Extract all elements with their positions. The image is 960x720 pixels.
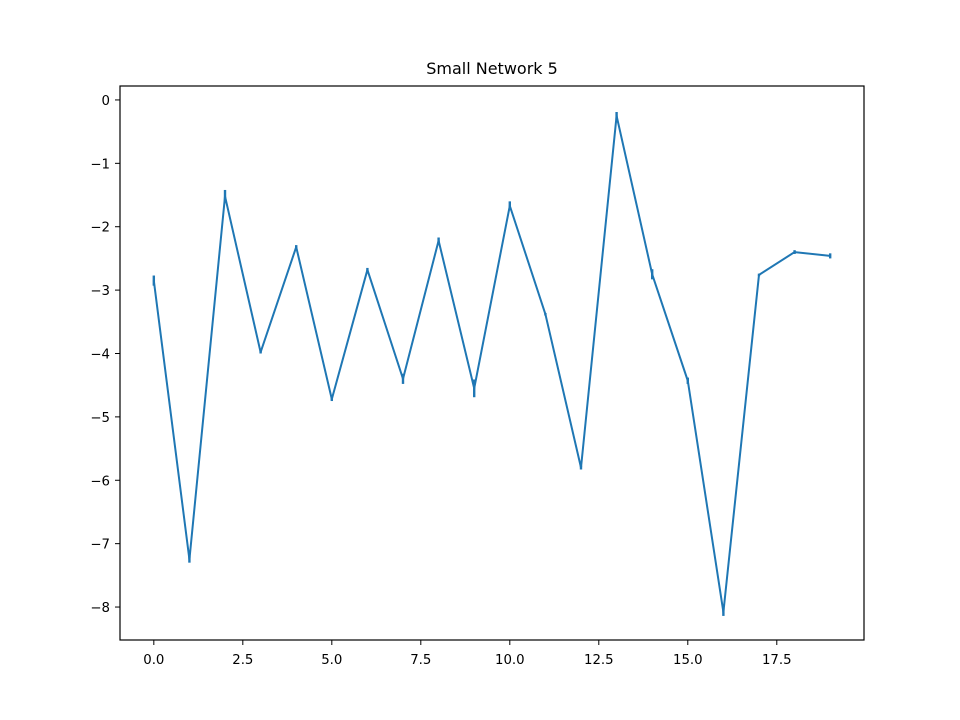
x-tick-label: 17.5 xyxy=(762,653,792,668)
series-line xyxy=(152,114,831,614)
data-point xyxy=(330,398,333,401)
x-tick-label: 10.0 xyxy=(495,653,525,668)
axes-frame xyxy=(119,85,865,641)
data-point xyxy=(544,313,547,316)
data-point xyxy=(259,351,262,354)
y-tick-label: −7 xyxy=(90,538,110,553)
data-point xyxy=(829,254,832,257)
x-tick-label: 15.0 xyxy=(673,653,703,668)
data-point xyxy=(188,558,191,561)
chart-title: Small Network 5 xyxy=(426,59,558,78)
data-point xyxy=(758,273,760,276)
x-tick-label: 0.0 xyxy=(143,653,164,668)
y-tick-label: −4 xyxy=(90,347,110,362)
y-tick-label: −8 xyxy=(90,601,110,616)
y-tick-label: −2 xyxy=(90,221,110,236)
x-axis: 0.0 2.5 5.0 7.5 10.0 12.5 15.0 17.5 xyxy=(143,640,792,668)
y-tick-label: −1 xyxy=(90,157,110,172)
y-tick-label: −5 xyxy=(90,411,110,426)
data-point xyxy=(473,387,476,390)
x-tick-label: 12.5 xyxy=(584,653,614,668)
data-point xyxy=(508,204,511,207)
x-tick-label: 2.5 xyxy=(232,653,253,668)
data-point xyxy=(402,377,404,380)
data-point xyxy=(686,379,689,382)
data-point xyxy=(580,466,582,469)
data-point xyxy=(437,239,440,242)
x-tick-label: 7.5 xyxy=(410,653,431,668)
data-point xyxy=(722,611,725,614)
y-axis: 0 −1 −2 −3 −4 −5 −6 −7 −8 xyxy=(90,94,120,616)
data-point xyxy=(152,279,155,282)
plot-area xyxy=(152,111,832,616)
data-point xyxy=(651,273,654,276)
data-point xyxy=(793,251,796,253)
y-tick-label: −3 xyxy=(90,284,110,299)
x-tick-label: 5.0 xyxy=(321,653,342,668)
data-point xyxy=(295,246,298,248)
data-point xyxy=(615,114,618,117)
y-tick-label: 0 xyxy=(102,94,110,109)
data-point xyxy=(366,268,369,271)
y-tick-label: −6 xyxy=(90,474,110,489)
data-point xyxy=(224,195,226,198)
